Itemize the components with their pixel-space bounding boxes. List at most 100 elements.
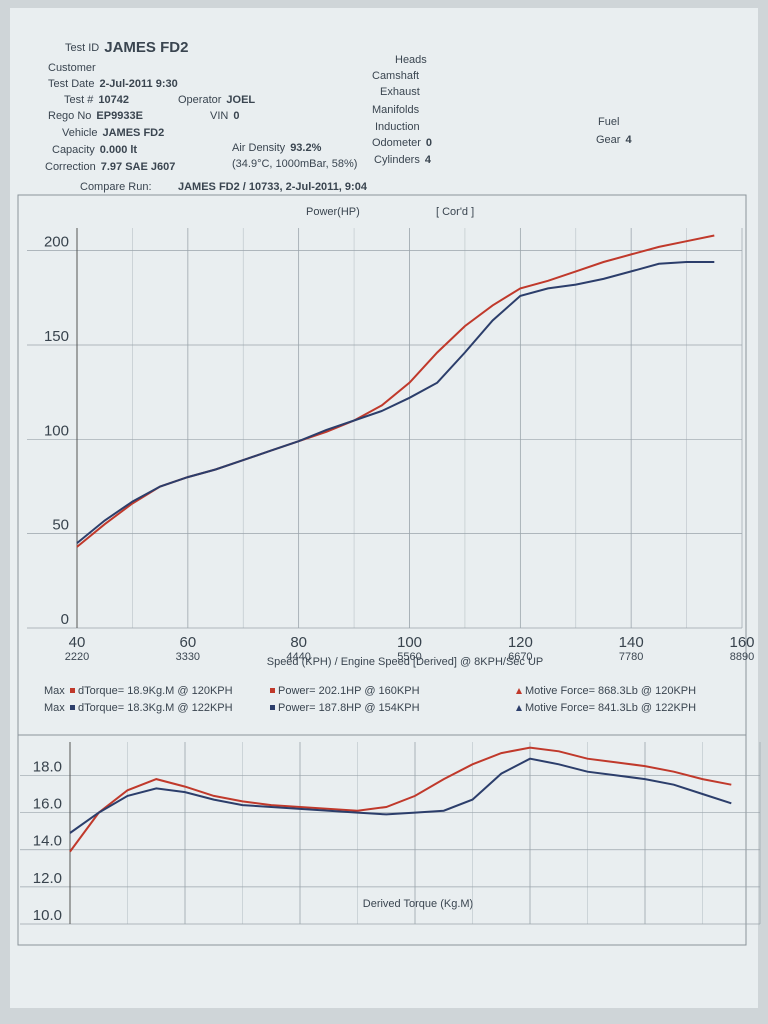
engine-speed-label: 5560 [397, 651, 421, 663]
x-tick-label: 40 [69, 634, 86, 651]
engine-speed-label: 8890 [730, 651, 754, 663]
legend-swatch [516, 705, 522, 711]
field-label: Rego No [48, 110, 91, 122]
summary-label: Max [44, 685, 65, 697]
header-field: Odometer 0 [372, 137, 432, 149]
field-label: Camshaft [372, 70, 419, 82]
field-label: Gear [596, 134, 621, 146]
frame [17, 194, 747, 946]
field-value: JAMES FD2 [102, 127, 164, 139]
field-label: Exhaust [380, 86, 420, 98]
field-label: Odometer [372, 137, 421, 149]
y-tick-label: 100 [44, 422, 69, 439]
legend-swatch [516, 688, 522, 694]
header-field: Induction [375, 121, 420, 133]
header-field: Capacity 0.000 lt [52, 144, 137, 156]
header-field: Cylinders 4 [374, 154, 432, 166]
series-line [69, 757, 732, 834]
field-label: Customer [48, 62, 96, 74]
header-field: VIN 0 [210, 110, 239, 122]
header-field: Operator JOEL [178, 94, 255, 106]
compare-value: JAMES FD2 / 10733, 2-Jul-2011, 9:04 [178, 181, 368, 193]
legend-swatch [70, 705, 75, 710]
y-tick-label: 150 [44, 328, 69, 345]
field-label: Manifolds [372, 104, 420, 116]
field-label: Test # [64, 94, 94, 106]
header-field: Gear 4 [596, 134, 632, 146]
field-value: 93.2% [290, 142, 321, 154]
y-tick-label: 10.0 [33, 907, 62, 924]
summary-item: dTorque= 18.3Kg.M @ 122KPH [78, 702, 233, 714]
field-value: EP9933E [96, 110, 142, 122]
field-value: 0.000 lt [100, 144, 138, 156]
field-label: Cylinders [374, 154, 420, 166]
field-value: JOEL [226, 94, 255, 106]
field-label: Correction [45, 161, 96, 173]
x-tick-label: 80 [290, 634, 307, 651]
field-value: 10742 [98, 94, 129, 106]
header-field: Fuel [598, 116, 619, 128]
field-label: Test Date [48, 78, 94, 90]
compare-label: Compare Run: [80, 181, 152, 193]
y-tick-label: 200 [44, 234, 69, 251]
field-value: JAMES FD2 [104, 39, 188, 56]
series-line [76, 261, 715, 544]
engine-speed-label: 3330 [176, 651, 200, 663]
field-value: 0 [233, 110, 239, 122]
summary-item: dTorque= 18.9Kg.M @ 120KPH [78, 685, 233, 697]
field-label: Fuel [598, 116, 619, 128]
header-field: Test # 10742 [64, 94, 129, 106]
engine-speed-label: 7780 [619, 651, 643, 663]
header-field: Heads [395, 54, 427, 66]
field-label: Operator [178, 94, 222, 106]
engine-speed-label: 4440 [286, 651, 310, 663]
y-tick-label: 12.0 [33, 870, 62, 887]
power-subtitle: [ Cor'd ] [436, 206, 474, 218]
y-tick-label: 50 [52, 517, 69, 534]
header-field: Vehicle JAMES FD2 [62, 127, 164, 139]
header-field: Test ID JAMES FD2 [65, 39, 188, 56]
summary-label: Max [44, 702, 65, 714]
engine-speed-label: 2220 [65, 651, 89, 663]
legend-swatch [270, 705, 275, 710]
field-value: 4 [425, 154, 432, 166]
legend-swatch [270, 688, 275, 693]
field-value: 0 [426, 137, 432, 149]
header-field: Manifolds [372, 104, 420, 116]
y-tick-label: 16.0 [33, 796, 62, 813]
y-tick-label: 14.0 [33, 833, 62, 850]
summary-item: Motive Force= 841.3Lb @ 122KPH [525, 702, 696, 714]
field-label: Vehicle [62, 127, 97, 139]
header-field: Test Date 2-Jul-2011 9:30 [48, 78, 178, 90]
field-label: Test ID [65, 42, 99, 54]
x-tick-label: 60 [179, 634, 196, 651]
summary-item: Motive Force= 868.3Lb @ 120KPH [525, 685, 696, 697]
header-field: Air Density 93.2% [232, 142, 322, 154]
field-value: 4 [625, 134, 632, 146]
field-label: Capacity [52, 144, 95, 156]
field-label: Air Density [232, 142, 286, 154]
y-tick-label: 18.0 [33, 758, 62, 775]
summary-item: Power= 187.8HP @ 154KPH [278, 702, 420, 714]
field-label: Induction [375, 121, 420, 133]
x-label: Speed (KPH) / Engine Speed [Derived] @ 8… [267, 656, 544, 668]
engine-speed-label: 6670 [508, 651, 532, 663]
header-field: Rego No EP9933E [48, 110, 143, 122]
field-label: VIN [210, 110, 228, 122]
y-tick-label: 0 [61, 611, 69, 628]
field-value: 2-Jul-2011 9:30 [99, 78, 177, 90]
field-label: Heads [395, 54, 427, 66]
header-field: Camshaft [372, 70, 419, 82]
header-field: Exhaust [380, 86, 420, 98]
field-value: 7.97 SAE J607 [101, 161, 176, 173]
conditions: (34.9°C, 1000mBar, 58%) [232, 158, 357, 170]
x-tick-label: 140 [619, 634, 644, 651]
x-tick-label: 160 [729, 634, 754, 651]
torque-title: Derived Torque (Kg.M) [363, 898, 473, 910]
x-tick-label: 100 [397, 634, 422, 651]
header-field: Correction 7.97 SAE J607 [45, 161, 175, 173]
paper [10, 8, 758, 1008]
x-tick-label: 120 [508, 634, 533, 651]
